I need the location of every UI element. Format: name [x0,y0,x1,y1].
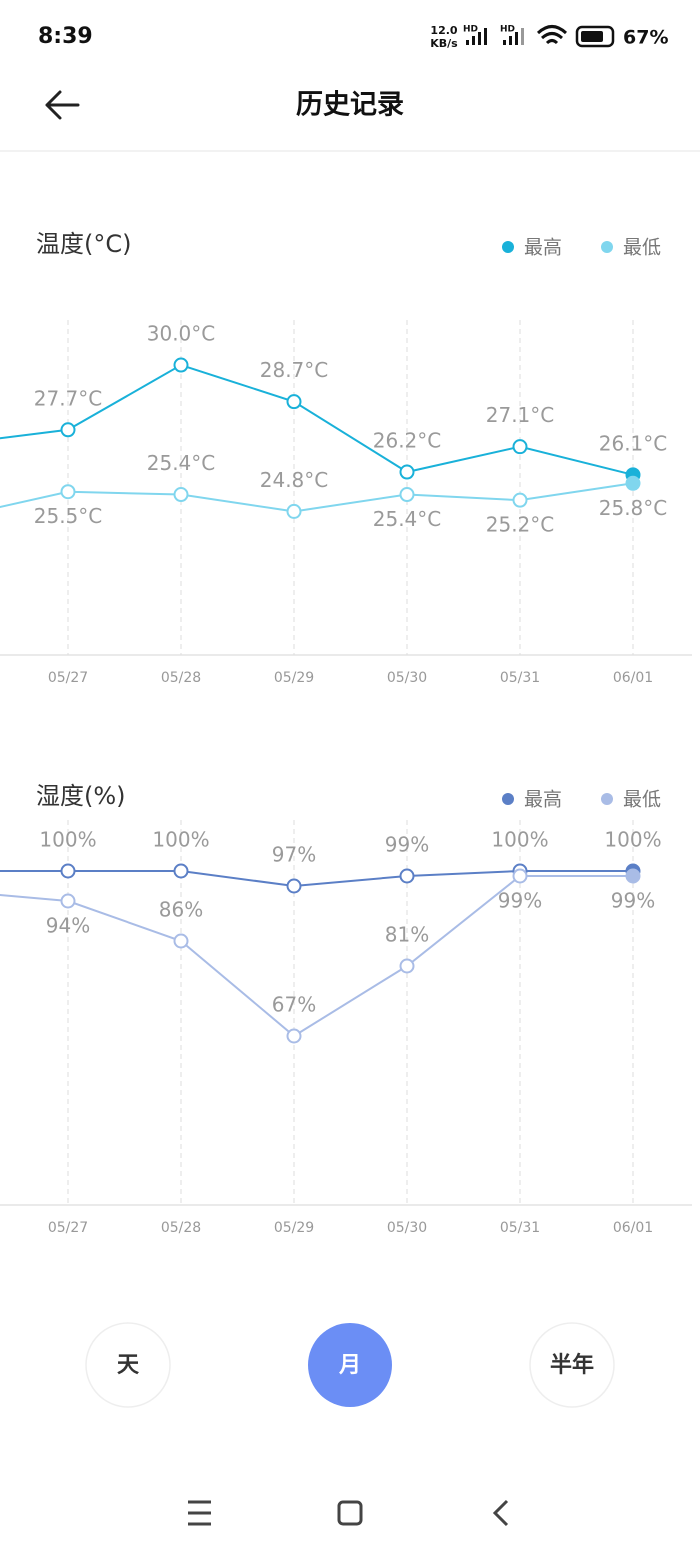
data-label: 67% [272,993,316,1017]
chart-title: 温度(°C) [36,230,131,258]
x-tick-label: 05/31 [500,1220,540,1236]
data-label: 25.8°C [599,496,668,520]
nav-menu[interactable] [188,1500,211,1526]
data-label: 100% [152,828,209,852]
data-label: 26.1°C [599,431,668,455]
data-point [60,893,76,909]
x-tick-label: 05/29 [274,670,314,686]
data-point [60,422,76,438]
nav-back[interactable] [492,1499,509,1527]
legend-label: 最低 [623,237,661,259]
data-label: 28.7°C [260,358,329,382]
data-label: 27.7°C [34,386,103,410]
legend-marker [502,793,514,805]
period-button[interactable] [529,1322,615,1408]
data-point [286,503,302,519]
status-time: 8:39 [38,24,93,49]
data-point [173,357,189,373]
battery-icon [575,25,615,48]
battery-percent: 67% [623,27,668,49]
legend-marker [502,241,514,253]
data-point [399,868,415,884]
period-button-active[interactable] [308,1323,392,1407]
data-label: 100% [39,828,96,852]
data-point [399,464,415,480]
data-label: 25.4°C [147,451,216,475]
data-label: 99% [498,889,542,913]
data-label: 97% [272,843,316,867]
data-point [173,863,189,879]
data-point [512,439,528,455]
network-type: HD [463,25,478,35]
data-label: 27.1°C [486,403,555,427]
data-label: 81% [385,923,429,947]
legend-label: 最高 [524,237,562,259]
chart-title: 湿度(%) [36,782,126,810]
x-tick-label: 05/27 [48,670,88,686]
data-label: 30.0°C [147,322,216,346]
period-button[interactable] [85,1322,171,1408]
signal-icon [466,28,524,45]
x-tick-label: 05/31 [500,670,540,686]
data-point [512,492,528,508]
x-tick-label: 05/28 [161,1220,201,1236]
nav-home[interactable] [337,1500,363,1526]
battery-level [581,31,603,42]
net-speed: 12.0 [430,24,457,37]
data-point [512,868,528,884]
data-point [286,394,302,410]
data-point [399,958,415,974]
data-point [173,487,189,503]
data-label: 26.2°C [373,429,442,453]
net-speed-unit: KB/s [430,37,458,50]
data-point [60,863,76,879]
legend-label: 最低 [623,789,661,811]
data-point [399,487,415,503]
data-label: 100% [604,828,661,852]
x-tick-label: 05/29 [274,1220,314,1236]
period-label[interactable]: 月 [338,1353,361,1378]
data-label: 25.2°C [486,513,555,537]
period-label[interactable]: 半年 [550,1352,594,1378]
x-tick-label: 06/01 [613,670,653,686]
data-point [625,475,641,491]
data-point [286,878,302,894]
data-point [60,484,76,500]
x-tick-label: 05/30 [387,670,427,686]
legend-marker [601,241,613,253]
data-label: 100% [491,828,548,852]
data-label: 25.5°C [34,504,103,528]
legend-label: 最高 [524,789,562,811]
period-label[interactable]: 天 [117,1353,140,1378]
network-type: HD [500,25,515,35]
x-tick-label: 05/28 [161,670,201,686]
data-label: 99% [611,889,655,913]
page-title: 历史记录 [296,90,404,121]
back-button[interactable] [45,90,80,120]
data-point [173,933,189,949]
x-tick-label: 06/01 [613,1220,653,1236]
wifi-icon [536,25,568,45]
data-label: 94% [46,914,90,938]
data-label: 86% [159,898,203,922]
data-point [625,868,641,884]
data-label: 25.4°C [373,507,442,531]
data-point [286,1028,302,1044]
legend-marker [601,793,613,805]
data-label: 99% [385,833,429,857]
x-tick-label: 05/27 [48,1220,88,1236]
data-label: 24.8°C [260,468,329,492]
x-tick-label: 05/30 [387,1220,427,1236]
